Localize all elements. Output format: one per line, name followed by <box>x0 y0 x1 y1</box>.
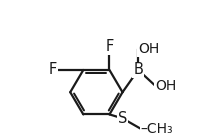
Text: B: B <box>133 62 143 78</box>
Text: F: F <box>105 39 114 54</box>
Text: –CH₃: –CH₃ <box>141 122 173 136</box>
Text: OH: OH <box>138 42 159 56</box>
Text: S: S <box>118 111 127 126</box>
Text: F: F <box>49 62 57 78</box>
Text: OH: OH <box>155 79 176 93</box>
